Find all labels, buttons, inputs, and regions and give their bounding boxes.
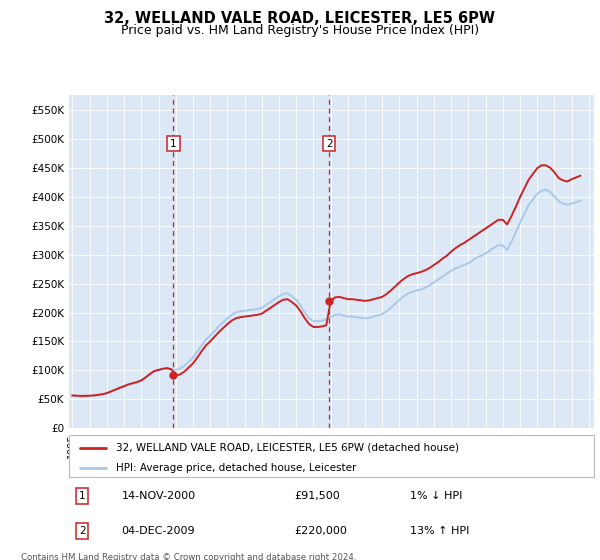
Text: 04-DEC-2009: 04-DEC-2009 bbox=[121, 526, 195, 536]
Text: 13% ↑ HPI: 13% ↑ HPI bbox=[410, 526, 470, 536]
Text: HPI: Average price, detached house, Leicester: HPI: Average price, detached house, Leic… bbox=[116, 463, 356, 473]
Text: £91,500: £91,500 bbox=[295, 491, 341, 501]
Text: 1: 1 bbox=[170, 138, 177, 148]
Text: 2: 2 bbox=[79, 526, 85, 536]
Text: £220,000: £220,000 bbox=[295, 526, 347, 536]
Text: 32, WELLAND VALE ROAD, LEICESTER, LE5 6PW: 32, WELLAND VALE ROAD, LEICESTER, LE5 6P… bbox=[104, 11, 496, 26]
Text: Price paid vs. HM Land Registry's House Price Index (HPI): Price paid vs. HM Land Registry's House … bbox=[121, 24, 479, 36]
Text: 2: 2 bbox=[326, 138, 332, 148]
Text: 32, WELLAND VALE ROAD, LEICESTER, LE5 6PW (detached house): 32, WELLAND VALE ROAD, LEICESTER, LE5 6P… bbox=[116, 443, 459, 452]
FancyBboxPatch shape bbox=[69, 435, 594, 477]
Text: Contains HM Land Registry data © Crown copyright and database right 2024.
This d: Contains HM Land Registry data © Crown c… bbox=[21, 553, 356, 560]
Text: 14-NOV-2000: 14-NOV-2000 bbox=[121, 491, 196, 501]
Text: 1: 1 bbox=[79, 491, 85, 501]
Text: 1% ↓ HPI: 1% ↓ HPI bbox=[410, 491, 463, 501]
